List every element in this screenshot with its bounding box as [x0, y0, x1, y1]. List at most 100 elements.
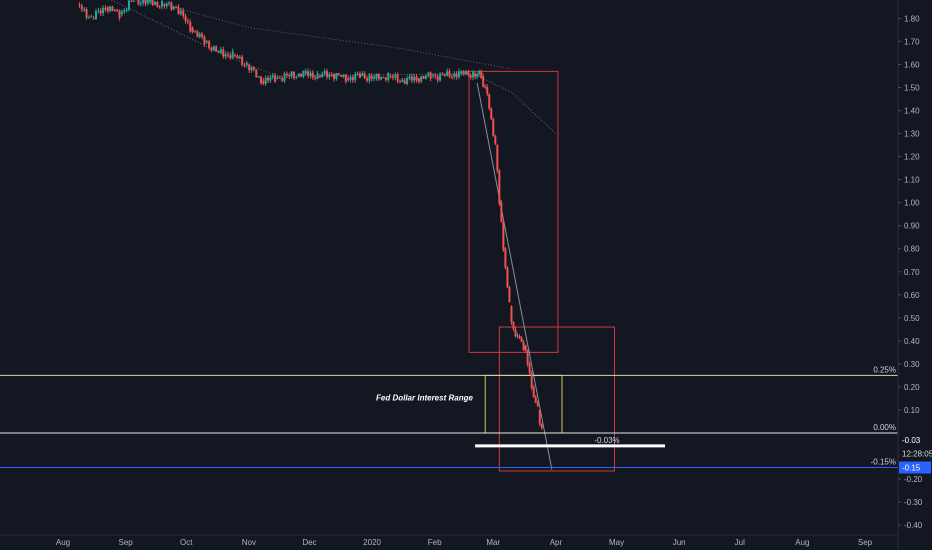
candle-body	[417, 78, 420, 82]
candle-body	[534, 397, 537, 403]
candle-body	[290, 71, 293, 76]
candle-body	[506, 267, 509, 288]
candle-body	[146, 0, 149, 4]
candle-body	[337, 73, 340, 75]
candle-body	[186, 20, 189, 22]
candle-body	[504, 248, 507, 268]
price-badge: -0.15	[902, 464, 921, 473]
price-tick-label: 0.20	[904, 383, 920, 392]
candle-body	[191, 27, 194, 32]
candle-body	[297, 73, 300, 77]
hline-label: 0.25%	[873, 365, 896, 374]
candle-body	[307, 71, 310, 76]
candle-body	[532, 386, 535, 398]
candle-body	[377, 73, 380, 80]
candle-body	[139, 2, 142, 5]
candle-body	[488, 94, 491, 109]
candle-body	[484, 86, 487, 88]
lower-decline-box	[498, 326, 616, 472]
ma-long-line	[163, 4, 512, 70]
candle-body	[342, 74, 345, 77]
price-badge: 12:28:05	[902, 450, 932, 459]
candle-body	[302, 70, 305, 77]
candle-body	[142, 0, 145, 3]
price-tick-label: 1.30	[904, 130, 920, 139]
candle-body	[295, 76, 298, 78]
candle-body	[530, 373, 533, 388]
candle-body	[410, 76, 413, 81]
price-badge: -0.03	[902, 436, 921, 445]
candle-body	[255, 69, 258, 78]
candle-body	[278, 77, 281, 79]
candle-body	[370, 75, 373, 79]
candle-body	[344, 74, 347, 82]
candle-body	[516, 335, 519, 337]
candle-body	[373, 76, 376, 79]
candle-body	[158, 6, 161, 8]
candle-body	[104, 7, 107, 10]
candle-body	[99, 10, 102, 14]
candle-body	[184, 16, 187, 21]
price-tick-label: -0.40	[904, 521, 923, 530]
time-tick-label: Jun	[673, 538, 686, 547]
candle-body	[264, 77, 267, 84]
time-axis: Aug Sep Oct Nov Dec 2020 Feb Mar Apr May Jun Jul Aug…	[0, 534, 898, 547]
candle-body	[514, 329, 517, 337]
candle-body	[330, 74, 333, 76]
candle-body	[217, 51, 220, 53]
candle-body	[156, 2, 159, 7]
price-tick-label: 1.00	[904, 199, 920, 208]
candle-body	[210, 47, 213, 51]
candle-body	[496, 145, 499, 171]
candle-body	[219, 49, 222, 53]
candle-body	[465, 70, 468, 75]
support-line-label: -0.03%	[594, 436, 619, 445]
candle-body	[203, 36, 206, 45]
candle-body	[321, 73, 324, 78]
candle-body	[83, 9, 86, 11]
candle-body	[490, 108, 493, 120]
price-tick-label: 0.40	[904, 337, 920, 346]
candle-body	[92, 18, 95, 20]
candle-body	[368, 75, 371, 81]
candle-body	[328, 74, 331, 78]
candle-body	[476, 74, 479, 77]
candle-body	[236, 55, 239, 59]
candle-body	[510, 306, 513, 323]
candle-body	[292, 71, 295, 78]
price-tick-label: 0.70	[904, 268, 920, 277]
candle-body	[196, 31, 199, 37]
candle-body	[125, 9, 128, 11]
candle-body	[109, 6, 112, 12]
candle-body	[467, 70, 470, 76]
candle-body	[288, 75, 291, 77]
time-tick-label: Dec	[302, 538, 316, 547]
candle-body	[500, 202, 503, 222]
candle-body	[285, 73, 288, 76]
candle-body	[443, 74, 446, 77]
candle-body	[361, 73, 364, 76]
candle-body	[540, 423, 543, 428]
candle-body	[314, 77, 317, 79]
candle-body	[165, 3, 168, 6]
candle-body	[144, 0, 147, 4]
candle-body	[396, 74, 399, 82]
candle-body	[406, 78, 409, 85]
candle-body	[432, 75, 435, 77]
candle-body	[508, 287, 511, 302]
chart-annotations: Fed Dollar Interest Range	[376, 394, 473, 403]
candle-body	[340, 74, 343, 77]
candle-body	[231, 51, 234, 58]
candle-body	[137, 0, 140, 5]
candle-body	[462, 70, 465, 75]
candle-body	[94, 11, 97, 19]
candle-body	[356, 73, 359, 75]
candle-body	[311, 72, 314, 78]
candle-body	[401, 79, 404, 82]
candle-body	[276, 77, 279, 79]
decline-box	[468, 70, 559, 353]
candle-body	[182, 10, 185, 17]
candle-body	[201, 33, 204, 37]
candle-body	[309, 72, 312, 76]
